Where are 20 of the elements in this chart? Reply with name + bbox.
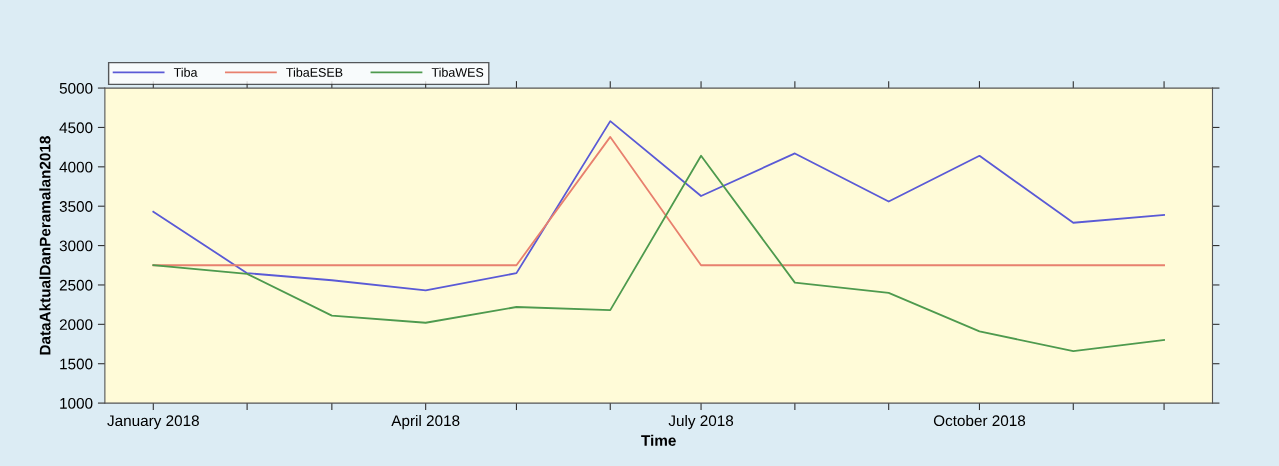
line-series [152,154,1165,353]
x-tick-label: July 2018 [668,414,734,430]
y-tick-label: 2500 [59,279,93,291]
line-series [152,120,1165,292]
y-tick-label: 4500 [59,122,93,134]
legend-label: TibaESEB [286,67,343,77]
legend-label: Tiba [173,67,198,77]
y-tick-label: 1000 [60,397,93,409]
y-tick-label: 2000 [59,319,93,331]
y-tick-label: 3500 [59,201,93,212]
y-tick-label: 4000 [59,161,93,173]
x-tick-label: October 2018 [933,414,1026,427]
y-tick-label: 3000 [59,240,93,252]
legend-label: TibaWES [431,67,484,77]
y-tick-label: 1500 [60,358,93,370]
x-axis-title: Time [641,434,676,446]
x-tick-label: January 2018 [107,415,199,430]
x-tick-label: April 2018 [391,414,460,430]
y-tick-label: 5000 [59,82,93,94]
y-axis-title: DataAktualDanPeramalan2018 [39,136,51,355]
